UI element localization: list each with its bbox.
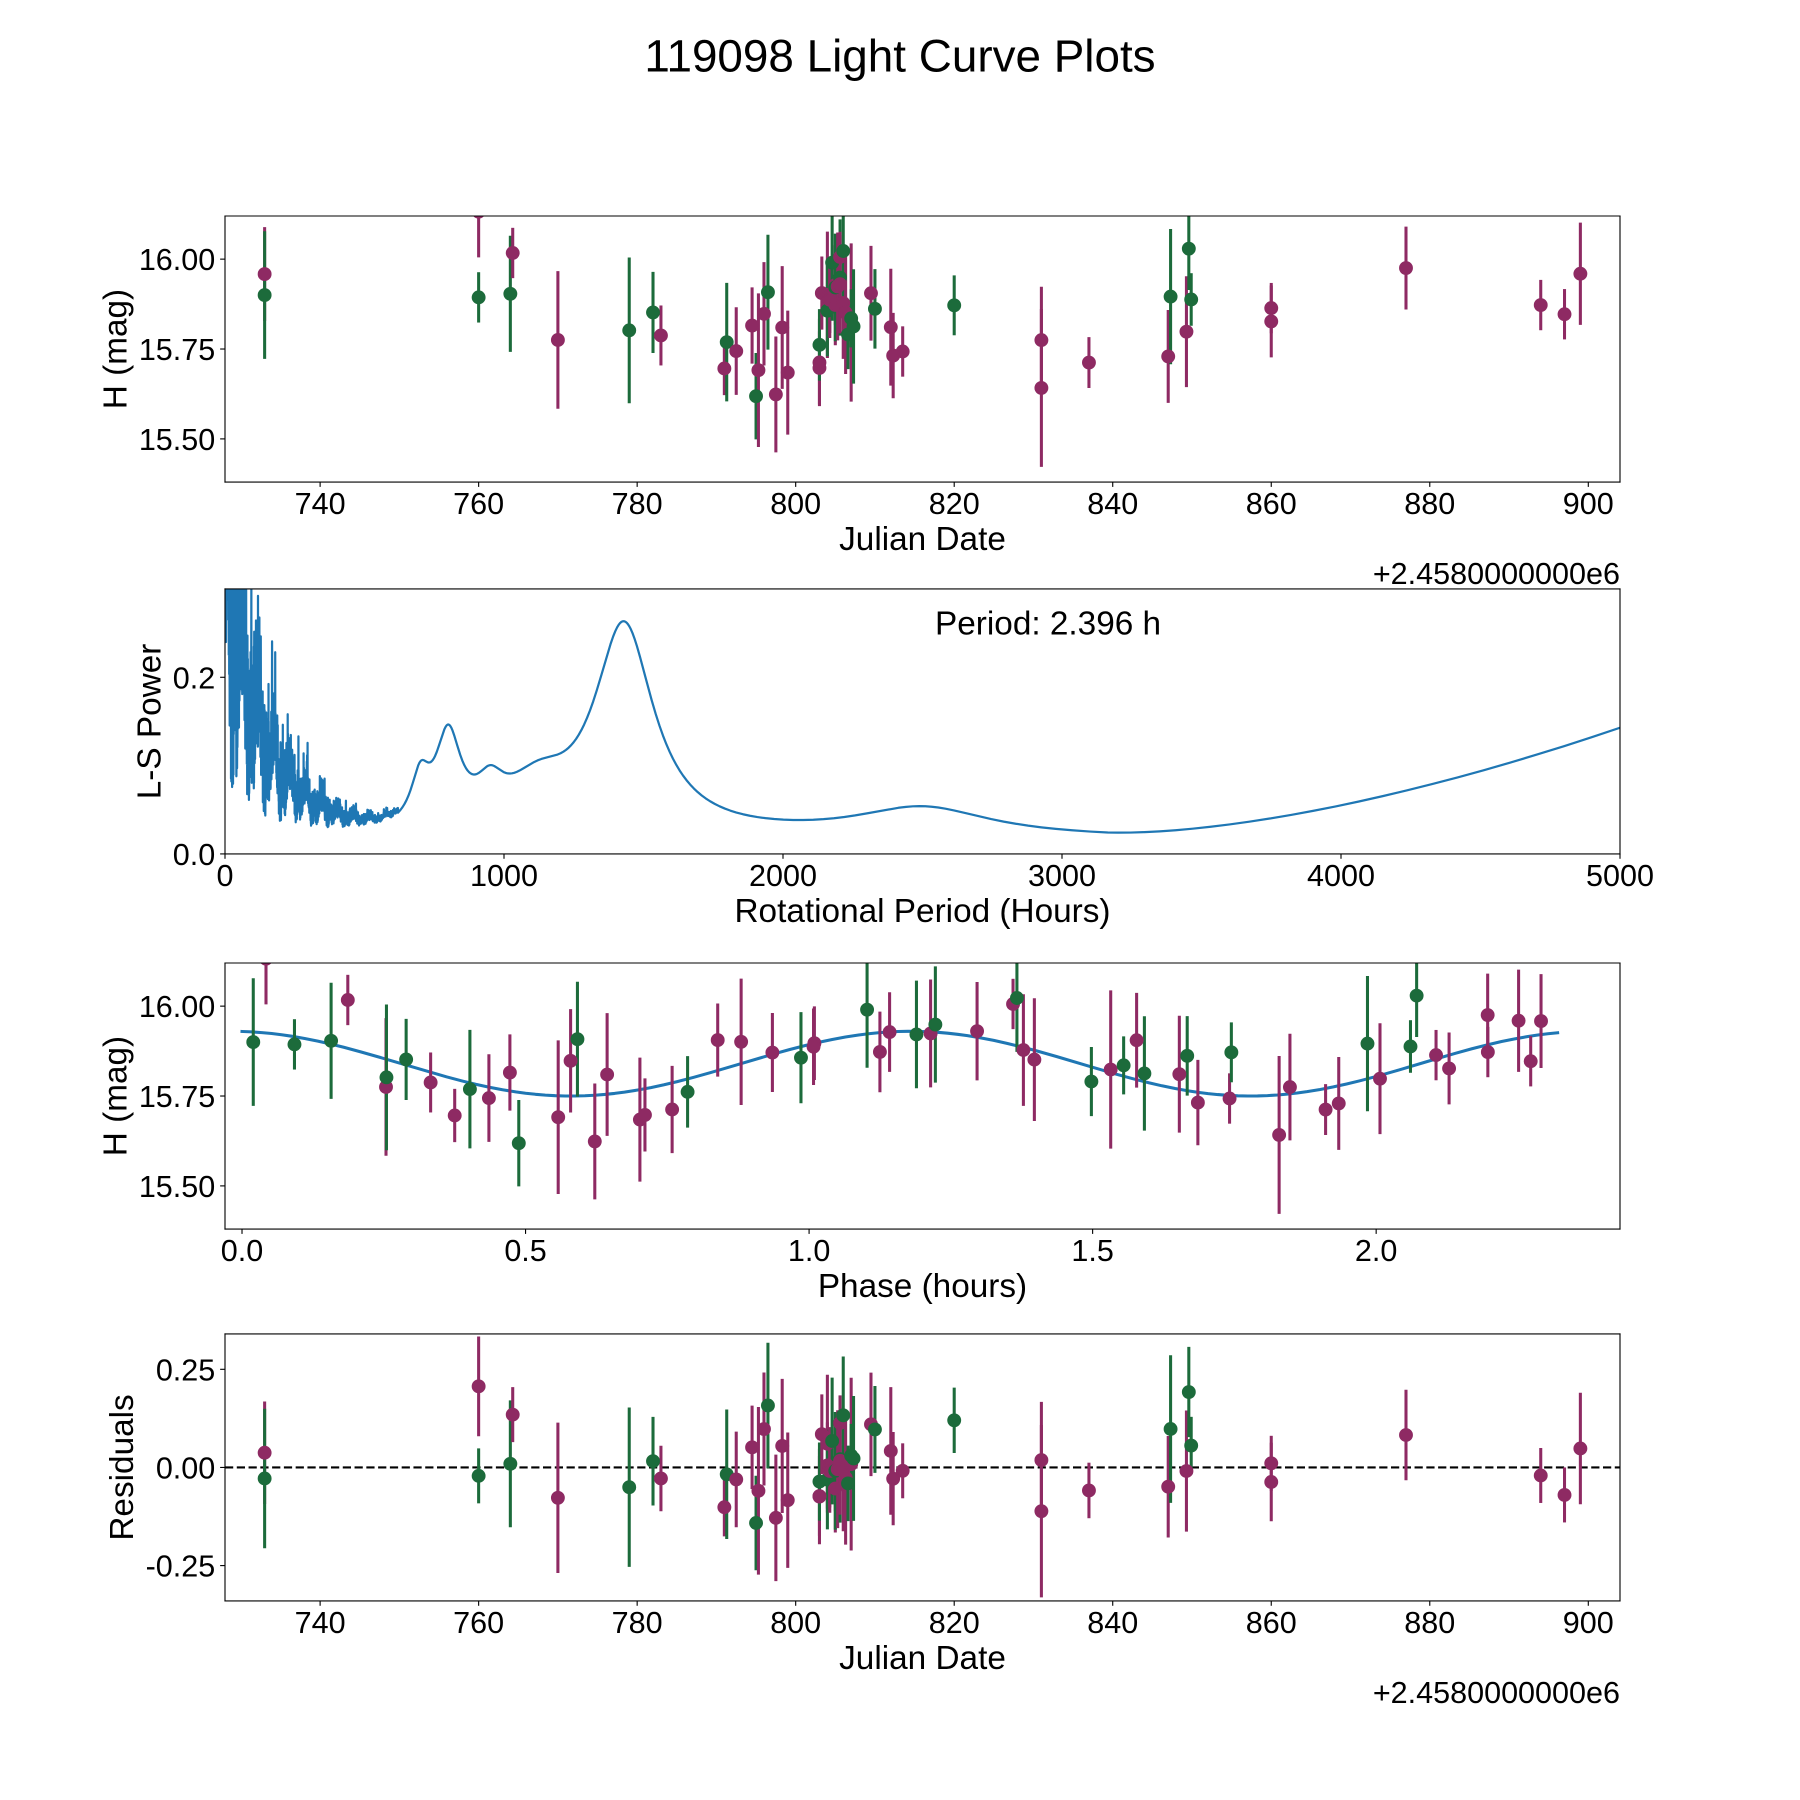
- svg-text:760: 760: [453, 1606, 504, 1640]
- svg-text:L-S Power: L-S Power: [131, 644, 168, 800]
- svg-text:1000: 1000: [470, 859, 538, 893]
- svg-text:0.5: 0.5: [504, 1234, 546, 1268]
- svg-text:Julian Date: Julian Date: [839, 1640, 1006, 1677]
- svg-text:840: 840: [1087, 487, 1138, 521]
- svg-text:16.00: 16.00: [139, 243, 215, 277]
- svg-text:1.0: 1.0: [788, 1234, 830, 1268]
- svg-text:Period: 2.396 h: Period: 2.396 h: [935, 605, 1161, 642]
- svg-text:840: 840: [1087, 1606, 1138, 1640]
- svg-text:780: 780: [612, 1606, 663, 1640]
- svg-text:860: 860: [1246, 487, 1297, 521]
- svg-text:820: 820: [929, 487, 980, 521]
- svg-text:Julian Date: Julian Date: [839, 521, 1006, 558]
- svg-text:Rotational Period (Hours): Rotational Period (Hours): [734, 893, 1110, 930]
- svg-text:15.75: 15.75: [139, 1080, 215, 1114]
- svg-text:5000: 5000: [1586, 859, 1654, 893]
- svg-text:2000: 2000: [749, 859, 817, 893]
- svg-text:860: 860: [1246, 1606, 1297, 1640]
- svg-text:740: 740: [295, 487, 346, 521]
- svg-text:+2.4580000000e6: +2.4580000000e6: [1373, 1676, 1620, 1710]
- svg-text:900: 900: [1563, 1606, 1614, 1640]
- svg-text:800: 800: [770, 487, 821, 521]
- svg-text:760: 760: [453, 487, 504, 521]
- svg-text:0.00: 0.00: [156, 1452, 215, 1486]
- svg-text:0: 0: [216, 859, 233, 893]
- svg-text:780: 780: [612, 487, 663, 521]
- svg-text:Residuals: Residuals: [104, 1394, 141, 1540]
- svg-text:H (mag): H (mag): [97, 1036, 134, 1156]
- svg-text:15.50: 15.50: [139, 423, 215, 457]
- svg-text:3000: 3000: [1028, 859, 1096, 893]
- svg-text:4000: 4000: [1307, 859, 1375, 893]
- svg-text:1.5: 1.5: [1071, 1234, 1113, 1268]
- svg-text:0.25: 0.25: [156, 1353, 215, 1387]
- svg-text:+2.4580000000e6: +2.4580000000e6: [1373, 557, 1620, 591]
- svg-text:-0.25: -0.25: [146, 1550, 216, 1584]
- svg-text:880: 880: [1404, 487, 1455, 521]
- svg-text:880: 880: [1404, 1606, 1455, 1640]
- svg-text:820: 820: [929, 1606, 980, 1640]
- svg-text:0.0: 0.0: [173, 838, 215, 872]
- svg-text:16.00: 16.00: [139, 990, 215, 1024]
- svg-text:900: 900: [1563, 487, 1614, 521]
- svg-text:H (mag): H (mag): [97, 289, 134, 409]
- svg-text:15.50: 15.50: [139, 1170, 215, 1204]
- svg-text:119098 Light Curve Plots: 119098 Light Curve Plots: [644, 30, 1155, 81]
- svg-text:15.75: 15.75: [139, 333, 215, 367]
- svg-text:0.2: 0.2: [173, 661, 215, 695]
- svg-text:Phase (hours): Phase (hours): [818, 1268, 1027, 1305]
- svg-text:2.0: 2.0: [1355, 1234, 1397, 1268]
- svg-text:740: 740: [295, 1606, 346, 1640]
- svg-text:800: 800: [770, 1606, 821, 1640]
- svg-text:0.0: 0.0: [221, 1234, 263, 1268]
